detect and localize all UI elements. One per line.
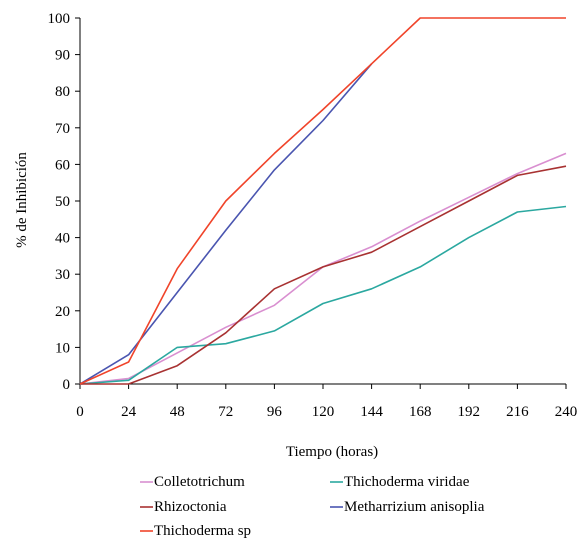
y-tick-label: 40 [55,231,70,247]
y-tick-label: 70 [55,121,70,137]
legend-label: Rhizoctonia [154,499,227,515]
y-tick-label: 30 [55,267,70,283]
legend-label: Colletotrichum [154,474,245,490]
series-line-metharrizium-anisoplia [79,63,373,385]
y-tick-label: 20 [55,304,70,320]
plot-area: 0 10 20 30 40 50 60 70 80 90 100 0 24 48 72 96 120 144 16… [48,11,578,420]
series-line-thichoderma-viridae [79,205,567,385]
x-tick-label: 240 [555,404,578,420]
y-tick-label: 100 [48,11,71,27]
y-tick-label: 80 [55,84,70,100]
legend-label: Thichoderma viridae [344,474,470,490]
series-line-rhizoctonia [80,165,567,385]
x-tick-label: 24 [121,404,137,420]
legend-label: Metharrizium anisoplia [344,499,485,515]
y-ticks: 0 10 20 30 40 50 60 70 80 90 100 [48,11,80,393]
x-tick-label: 0 [76,404,84,420]
series-lines [79,17,567,385]
y-axis-title: % de Inhibición [14,152,30,248]
x-axis-title: Tiempo (horas) [286,444,378,460]
x-tick-label: 72 [218,404,233,420]
legend: Colletotrichum Thichoderma viridae Rhizoct… [140,474,485,539]
y-tick-label: 10 [55,340,70,356]
x-tick-label: 120 [312,404,335,420]
series-line-thichoderma-sp [79,17,566,385]
x-tick-label: 192 [458,404,481,420]
x-tick-label: 48 [170,404,185,420]
x-tick-label: 216 [506,404,529,420]
y-tick-label: 60 [55,157,70,173]
x-tick-label: 168 [409,404,432,420]
x-ticks: 0 24 48 72 96 120 144 168 192 216 240 [76,384,577,420]
x-tick-label: 96 [267,404,283,420]
x-tick-label: 144 [360,404,383,420]
y-tick-label: 50 [55,194,70,210]
legend-label: Thichoderma sp [154,523,251,539]
y-tick-label: 0 [63,377,71,393]
y-tick-label: 90 [55,48,70,64]
